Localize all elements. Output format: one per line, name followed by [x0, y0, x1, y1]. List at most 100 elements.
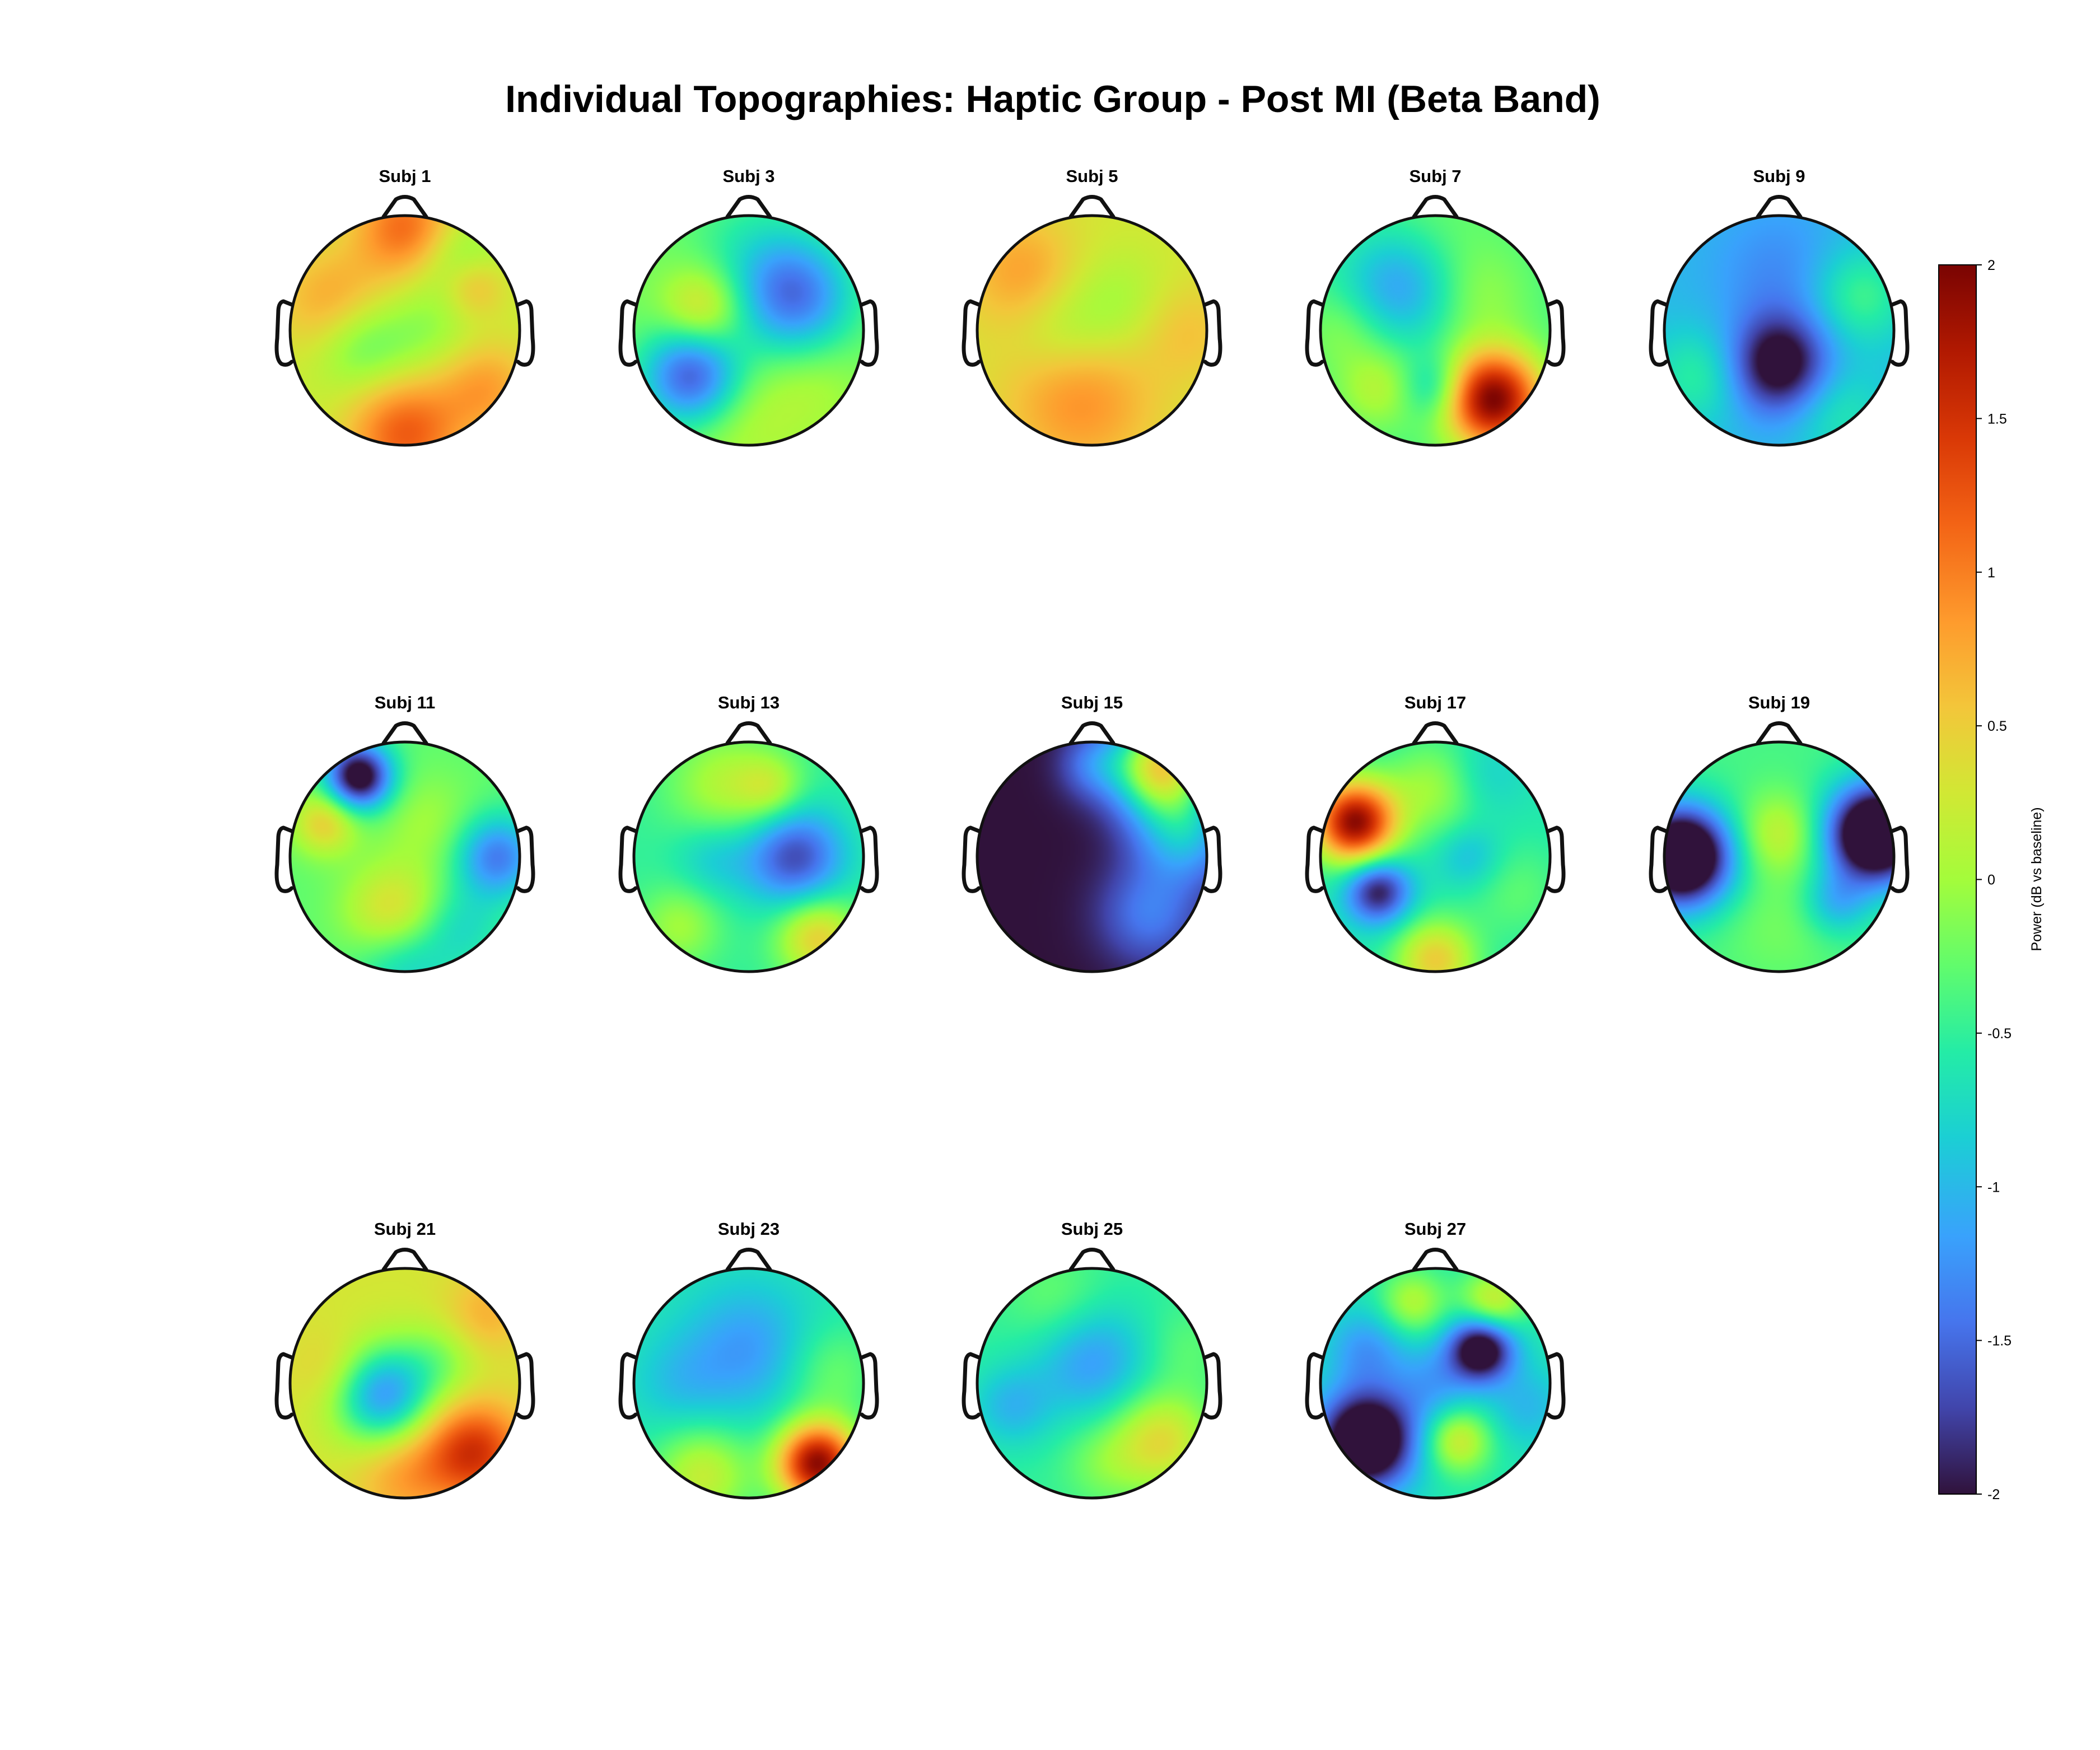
left-ear-outline: [1305, 1352, 1324, 1420]
subject-label: Subj 9: [1753, 166, 1805, 186]
topomap-subject: Subj 5: [962, 166, 1222, 447]
left-ear-outline: [274, 1352, 294, 1420]
topomap-subject: Subj 15: [962, 693, 1222, 973]
subject-label: Subj 7: [1409, 166, 1461, 186]
subject-label: Subj 19: [1748, 693, 1810, 712]
topomap-subject: Subj 3: [618, 166, 879, 447]
colorbar-tick-label: 2: [1987, 258, 1995, 273]
subject-label: Subj 23: [718, 1219, 780, 1239]
subject-label: Subj 1: [379, 166, 431, 186]
head-outline: [632, 214, 865, 447]
right-ear-outline: [1203, 299, 1222, 367]
topomap-heatmap: [977, 1268, 1207, 1498]
nose-outline: [725, 195, 772, 219]
right-ear-outline: [516, 825, 535, 893]
nose-outline: [1756, 195, 1803, 219]
colorbar-tick-label: -0.5: [1987, 1026, 2012, 1042]
subject-label: Subj 3: [722, 166, 774, 186]
topography-grid: Subj 1 Subj 3 Subj 5 Subj 7 Subj 9 Subj 11 Sub…: [274, 166, 1910, 1500]
head-outline: [976, 1267, 1208, 1500]
right-ear-outline: [860, 1352, 879, 1420]
left-ear-outline: [1305, 825, 1324, 893]
topomap-subject: Subj 9: [1649, 166, 1910, 447]
right-ear-outline: [516, 1352, 535, 1420]
right-ear-outline: [860, 825, 879, 893]
topomap-heatmap: [290, 216, 520, 445]
head-outline: [288, 740, 521, 973]
left-ear-outline: [962, 299, 981, 367]
topomap-subject: Subj 25: [962, 1219, 1222, 1500]
head-outline: [976, 740, 1208, 973]
right-ear-outline: [1546, 1352, 1566, 1420]
nose-outline: [381, 195, 428, 219]
colorbar-tick-label: -2: [1987, 1487, 2000, 1502]
figure-title: Individual Topographies: Haptic Group - …: [505, 78, 1600, 120]
topomap-heatmap: [1320, 1268, 1550, 1498]
colorbar-tick-label: 1.5: [1987, 411, 2007, 427]
topomap-subject: Subj 13: [618, 693, 879, 973]
topomap-heatmap: [977, 742, 1207, 972]
colorbar-tick-label: -1: [1987, 1179, 2000, 1195]
left-ear-outline: [274, 825, 294, 893]
head-outline: [976, 214, 1208, 447]
head-outline: [288, 1267, 521, 1500]
nose-outline: [1068, 195, 1116, 219]
left-ear-outline: [1649, 299, 1668, 367]
head-outline: [1663, 214, 1896, 447]
colorbar-tick-label: 0.5: [1987, 718, 2007, 734]
right-ear-outline: [1203, 1352, 1222, 1420]
nose-outline: [1412, 195, 1459, 219]
right-ear-outline: [860, 299, 879, 367]
topomap-heatmap: [977, 216, 1207, 445]
nose-outline: [725, 1248, 772, 1272]
topomap-heatmap: [290, 742, 520, 972]
left-ear-outline: [962, 825, 981, 893]
topomap-subject: Subj 23: [618, 1219, 879, 1500]
subject-label: Subj 17: [1404, 693, 1466, 712]
nose-outline: [725, 721, 772, 745]
left-ear-outline: [618, 1352, 638, 1420]
subject-label: Subj 25: [1061, 1219, 1123, 1239]
topomap-heatmap: [1664, 216, 1894, 445]
subject-label: Subj 27: [1404, 1219, 1466, 1239]
left-ear-outline: [1305, 299, 1324, 367]
head-outline: [1319, 740, 1552, 973]
topomap-subject: Subj 17: [1305, 693, 1566, 973]
colorbar: 2 1.5 1 0.5 0 -0.5 -1 -1.5 -2 Power (dB vs basel…: [1938, 258, 2045, 1502]
colorbar-tick-label: 1: [1987, 565, 1995, 581]
topomap-heatmap: [634, 216, 864, 445]
topomap-heatmap: [290, 1268, 520, 1498]
topomap-subject: Subj 7: [1305, 166, 1566, 447]
left-ear-outline: [274, 299, 294, 367]
subject-label: Subj 21: [374, 1219, 436, 1239]
head-outline: [632, 1267, 865, 1500]
head-outline: [1319, 1267, 1552, 1500]
head-outline: [1663, 740, 1896, 973]
nose-outline: [1756, 721, 1803, 745]
head-outline: [632, 740, 865, 973]
left-ear-outline: [618, 299, 638, 367]
colorbar-ticks: 2 1.5 1 0.5 0 -0.5 -1 -1.5 -2: [1976, 258, 2012, 1502]
right-ear-outline: [1890, 299, 1910, 367]
nose-outline: [1412, 721, 1459, 745]
topomap-subject: Subj 11: [274, 693, 535, 973]
colorbar-tick-label: 0: [1987, 872, 1995, 888]
topomap-subject: Subj 21: [274, 1219, 535, 1500]
right-ear-outline: [1890, 825, 1910, 893]
left-ear-outline: [962, 1352, 981, 1420]
subject-label: Subj 13: [718, 693, 780, 712]
left-ear-outline: [618, 825, 638, 893]
head-outline: [288, 214, 521, 447]
right-ear-outline: [1546, 825, 1566, 893]
topomap-heatmap: [1320, 216, 1550, 445]
topomap-subject: Subj 27: [1305, 1219, 1566, 1500]
right-ear-outline: [516, 299, 535, 367]
nose-outline: [381, 1248, 428, 1272]
colorbar-gradient: [1938, 264, 1977, 1495]
nose-outline: [1412, 1248, 1459, 1272]
topomap-heatmap: [1320, 742, 1550, 972]
subject-label: Subj 5: [1066, 166, 1118, 186]
topomap-heatmap: [1664, 742, 1894, 972]
right-ear-outline: [1203, 825, 1222, 893]
